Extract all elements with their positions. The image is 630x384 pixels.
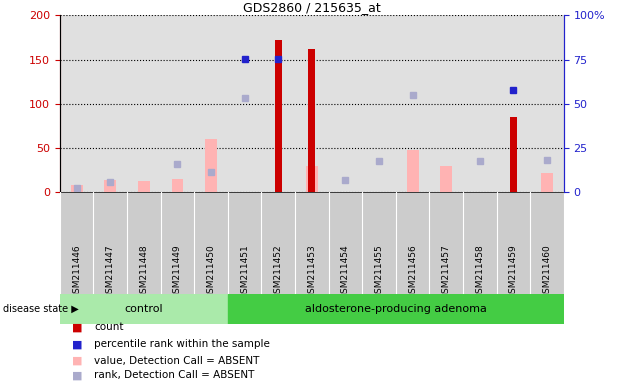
Bar [440, 166, 452, 192]
Text: count: count [94, 322, 124, 332]
Bar [138, 181, 150, 192]
Bar [510, 117, 517, 192]
Text: ■: ■ [72, 322, 83, 332]
Bar [275, 40, 282, 192]
Bar [541, 172, 553, 192]
Text: disease state ▶: disease state ▶ [3, 304, 79, 314]
Text: rank, Detection Call = ABSENT: rank, Detection Call = ABSENT [94, 370, 255, 380]
Bar [407, 151, 418, 192]
Bar [60, 294, 228, 324]
Bar [71, 185, 83, 192]
Text: aldosterone-producing adenoma: aldosterone-producing adenoma [305, 304, 487, 314]
Bar [228, 294, 564, 324]
Text: value, Detection Call = ABSENT: value, Detection Call = ABSENT [94, 356, 260, 366]
Bar [306, 166, 318, 192]
Bar [308, 49, 316, 192]
Title: GDS2860 / 215635_at: GDS2860 / 215635_at [243, 1, 381, 14]
Text: control: control [125, 304, 163, 314]
Text: ■: ■ [72, 370, 83, 380]
Text: ■: ■ [72, 356, 83, 366]
Bar [171, 179, 183, 192]
Text: ■: ■ [72, 339, 83, 349]
Text: percentile rank within the sample: percentile rank within the sample [94, 339, 270, 349]
Bar [205, 139, 217, 192]
Bar [105, 180, 116, 192]
